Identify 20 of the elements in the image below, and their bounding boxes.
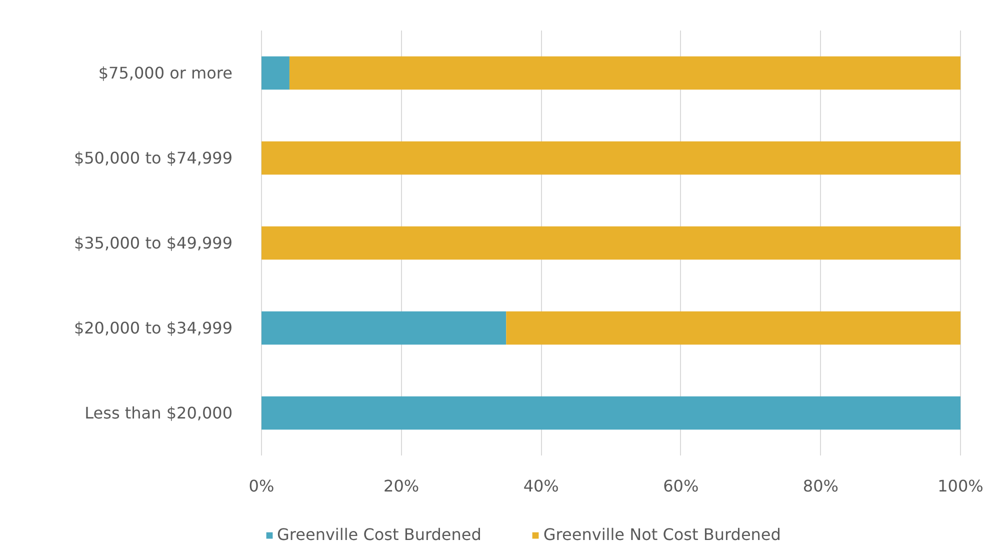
bar [262,396,960,430]
x-tick-label: 20% [384,476,420,496]
bar [262,226,960,260]
y-tick-label: $20,000 to $34,999 [74,318,232,338]
bar [289,56,960,90]
legend-label: Greenville Cost Burdened [277,525,482,544]
y-tick-label: $75,000 or more [98,64,233,82]
y-tick-label: Less than $20,000 [84,404,232,422]
x-tick-label: 80% [802,476,838,496]
bar [262,141,960,175]
x-tick-label: 60% [663,476,699,496]
y-tick-label: $35,000 to $49,999 [74,234,232,252]
x-tick-label: 40% [523,476,559,496]
y-tick-label: $50,000 to $74,999 [74,148,232,168]
x-tick-label: 100% [938,476,984,496]
legend-label: Greenville Not Cost Burdened [543,525,781,544]
bar [506,311,960,345]
x-tick-label: 0% [248,476,274,496]
bar [262,311,506,345]
bar [262,56,290,90]
